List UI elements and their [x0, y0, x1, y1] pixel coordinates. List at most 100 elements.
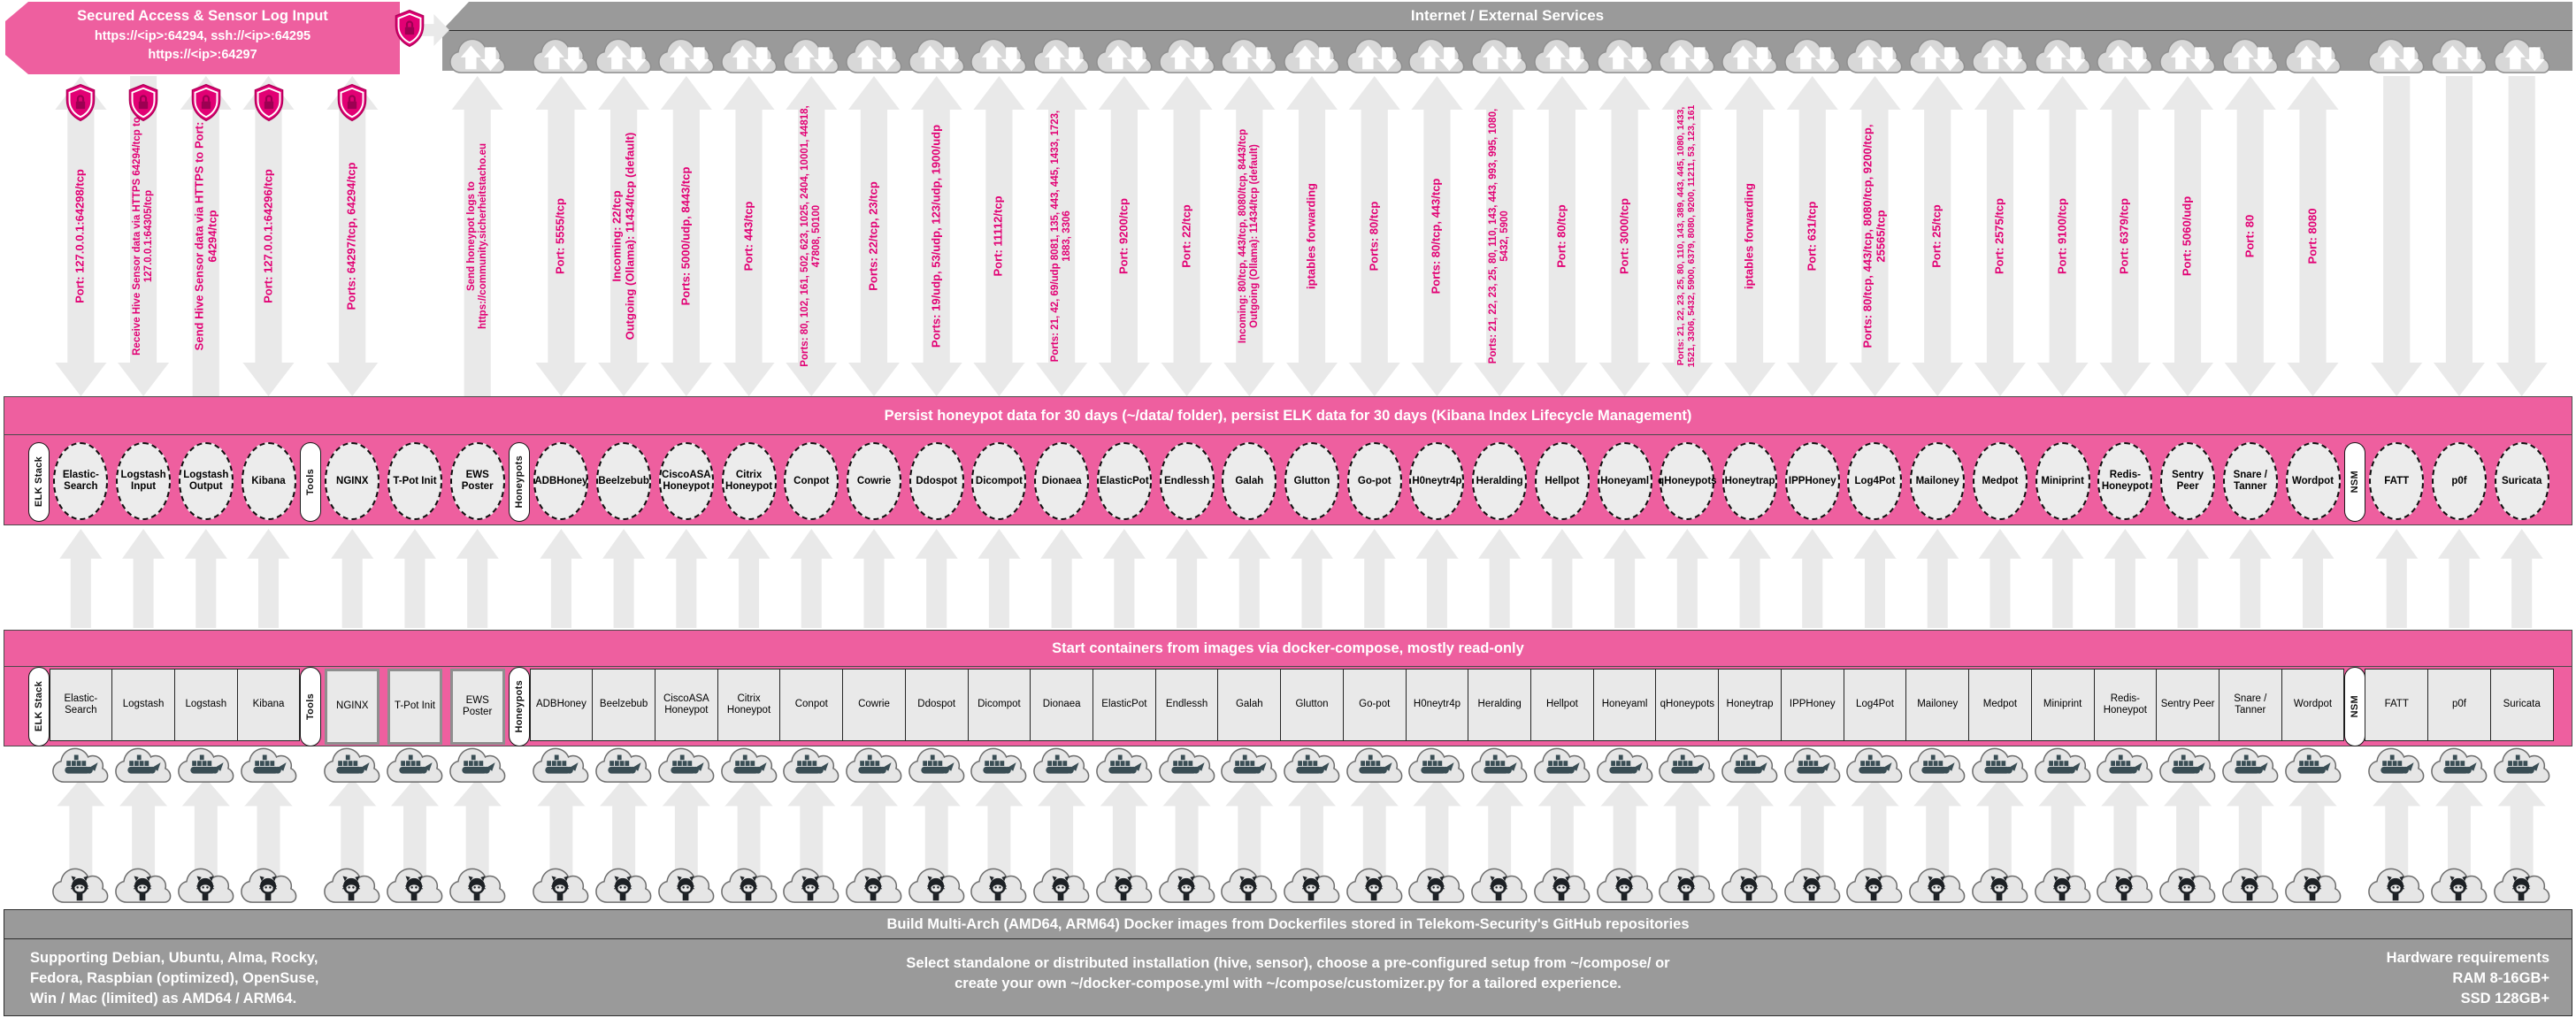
cloud-updown-icon — [657, 35, 716, 80]
section-pill-elk-stack-compose: ELK Stack — [28, 667, 50, 746]
container-name: NGINX — [336, 700, 369, 712]
up-arrow — [2104, 529, 2147, 628]
octocat-cloud-icon — [532, 865, 590, 910]
service-name: Redis-Honeypot — [2101, 470, 2149, 492]
port-arrow-beelzebub: Incoming: 22/tcp Outgoing (Ollama): 1143… — [598, 76, 650, 396]
cloud-updown-icon — [2158, 35, 2217, 80]
container-box-ddospot: Ddospot — [904, 669, 969, 741]
build-up-arrow — [1350, 778, 1399, 877]
container-name: Wordpot — [2293, 699, 2333, 710]
section-pill-tools-persist: Tools — [299, 442, 321, 522]
up-arrow — [978, 529, 1021, 628]
service-name: Logstash Input — [120, 470, 166, 492]
service-name: Dicompot — [975, 475, 1023, 486]
service-name: Medpot — [1982, 475, 2019, 486]
cloud-updown-icon — [845, 35, 903, 80]
service-ellipse-honeytrap: Honeytrap — [1722, 442, 1778, 520]
service-ellipse-p0f: p0f — [2431, 442, 2487, 520]
cloud-updown-icon — [2367, 35, 2426, 80]
service-name: qHoneypots — [1658, 475, 1717, 486]
column-adbhoney: Port: 5555/tcp ADBHoney ADBHoney — [529, 0, 594, 1018]
build-up-arrow — [2101, 778, 2150, 877]
port-arrow-miniprint: Port: 9100/tcp — [2036, 76, 2089, 396]
port-arrow-wordpot: Port: 8080 — [2287, 76, 2339, 396]
container-box-ipphoney: IPPHoney — [1780, 669, 1844, 741]
cloud-updown-icon — [2284, 35, 2342, 80]
up-arrow — [790, 529, 833, 628]
octocat-cloud-icon — [970, 865, 1028, 910]
container-name: Endlessh — [1165, 699, 1208, 710]
docker-whale-cloud-icon — [1158, 745, 1216, 790]
container-name: Galah — [1235, 699, 1263, 710]
build-up-arrow — [57, 778, 105, 877]
container-name: Miniprint — [2043, 699, 2082, 710]
port-label: Port: 9200/tcp — [1116, 198, 1131, 274]
octocat-cloud-icon — [845, 865, 903, 910]
column-dionaea: Ports: 21, 42, 69/udp 8081, 135, 443, 44… — [1030, 0, 1093, 1018]
docker-whale-cloud-icon — [2284, 745, 2342, 790]
container-name: FATT — [2384, 699, 2409, 710]
column-go-pot: Ports: 80/tcp Go-pot Go-pot — [1342, 0, 1407, 1018]
up-arrow — [1603, 529, 1646, 628]
container-box-citrix-honeypot: Citrix Honeypot — [717, 669, 781, 741]
port-label: Send honeypot logs to https://community.… — [465, 143, 488, 330]
port-arrow-ipphoney: Port: 631/tcp — [1786, 76, 1838, 396]
port-label: Ports: 5000/udp, 8443/tcp — [678, 166, 693, 306]
up-arrow — [2166, 529, 2210, 628]
service-name: Citrix Honeypot — [725, 470, 773, 492]
cloud-updown-icon — [782, 35, 840, 80]
octocat-cloud-icon — [386, 865, 444, 910]
port-arrow-endlessh: Port: 22/tcp — [1161, 76, 1213, 396]
octocat-cloud-icon — [720, 865, 778, 910]
service-ellipse-beelzebub: Beelzebub — [596, 442, 652, 520]
section-pill-elk-stack-persist: ELK Stack — [28, 442, 50, 522]
service-name: Honeytrap — [1724, 475, 1775, 486]
service-name: CiscoASA Honeypot — [662, 470, 711, 492]
section-tools: Tools Tools — [299, 0, 321, 1018]
build-up-arrow — [537, 778, 586, 877]
docker-whale-cloud-icon — [1908, 745, 1966, 790]
shield-lock-icon — [128, 83, 158, 126]
secured-access-url-1: https://<ip>:64294, ssh://<ip>:64295 — [94, 29, 311, 43]
cloud-updown-icon — [2096, 35, 2154, 80]
up-arrow — [1040, 529, 1084, 628]
cloud-updown-icon — [908, 35, 966, 80]
up-arrow — [1353, 529, 1396, 628]
service-name: Suricata — [2501, 475, 2542, 486]
section-nsm: NSM NSM — [2343, 0, 2365, 1018]
column-kibana: Port: 127.0.0.1:64296/tcp Kibana Kibana — [236, 0, 301, 1018]
docker-whale-cloud-icon — [1783, 745, 1842, 790]
up-arrow — [915, 529, 958, 628]
shield-lock-icon — [337, 83, 367, 126]
service-name: ADBHoney — [534, 475, 588, 486]
build-band: Build Multi-Arch (AMD64, ARM64) Docker i… — [4, 909, 2572, 1016]
container-name: ElasticPot — [1101, 699, 1147, 710]
section-elk-stack: ELK Stack ELK Stack — [28, 0, 50, 1018]
build-up-arrow — [787, 778, 836, 877]
docker-whale-cloud-icon — [1721, 745, 1779, 790]
docker-whale-cloud-icon — [1032, 745, 1091, 790]
column-citrix-honeypot: Port: 443/tcp Citrix Honeypot Citrix Honey… — [717, 0, 781, 1018]
docker-whale-cloud-icon — [594, 745, 653, 790]
container-name: Mailoney — [1917, 699, 1959, 710]
cloud-updown-icon — [1845, 35, 1904, 80]
up-arrow — [2041, 529, 2084, 628]
build-up-arrow — [1975, 778, 2024, 877]
container-name: Logstash — [185, 699, 227, 710]
port-label: Port: 5060/udp — [2180, 195, 2194, 277]
octocat-cloud-icon — [1658, 865, 1716, 910]
cloud-updown-icon — [1283, 35, 1341, 80]
column-conpot: Ports: 80, 102, 161, 502, 623, 1025, 240… — [779, 0, 844, 1018]
service-name: Beelzebub — [598, 475, 649, 486]
section-pill-honeypots-compose: Honeypots — [509, 667, 531, 746]
octocat-cloud-icon — [2430, 865, 2488, 910]
container-name: EWS Poster — [463, 694, 493, 717]
octocat-cloud-icon — [2158, 865, 2217, 910]
column-qhoneypots: Ports: 21, 22, 23, 25, 80, 110, 143, 389… — [1655, 0, 1720, 1018]
octocat-cloud-icon — [1158, 865, 1216, 910]
service-ellipse-endlessh: Endlessh — [1159, 442, 1215, 520]
service-name: T-Pot Init — [393, 475, 437, 486]
cloud-updown-icon — [2034, 35, 2092, 80]
port-label: Port: 8080 — [2305, 208, 2319, 264]
